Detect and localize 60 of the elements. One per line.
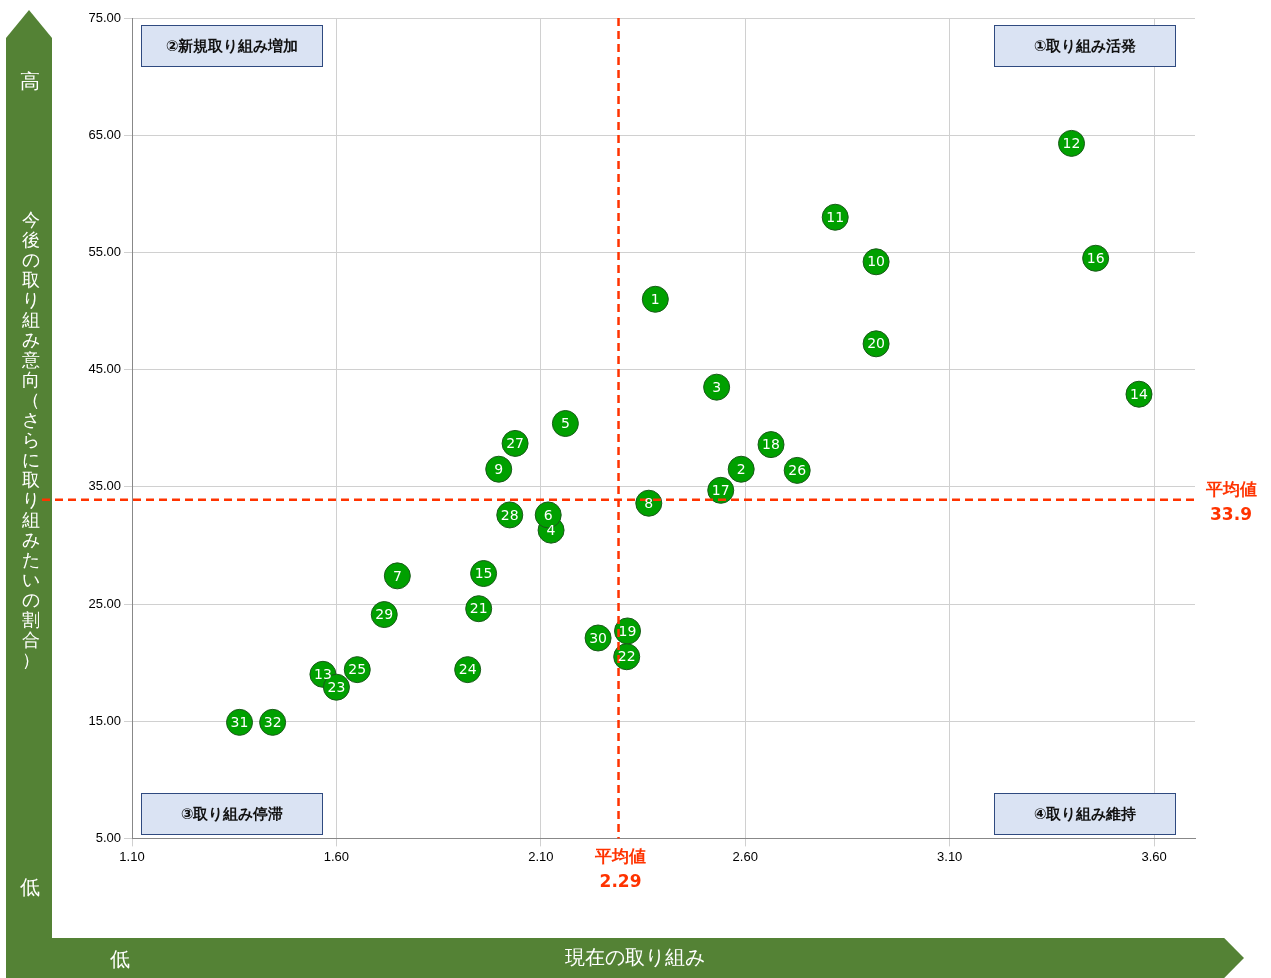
point [485, 455, 513, 483]
y-tick-label: 65.00 [88, 126, 121, 142]
point [383, 562, 411, 590]
annotation: 30 [589, 629, 607, 646]
quadrant-label-box: ①取り組み活発 [994, 25, 1176, 67]
annotation: 11 [826, 208, 845, 225]
y-tick-label: 55.00 [88, 243, 121, 259]
annotation: 26 [788, 462, 807, 479]
annotation: 25 [348, 661, 367, 678]
x-tick-label: 2.10 [528, 848, 554, 864]
annotation: 20 [867, 335, 886, 352]
text: 低 [20, 874, 40, 901]
annotation: 2 [736, 460, 746, 477]
annotation: 16 [1086, 249, 1105, 266]
annotation: 4 [546, 521, 556, 538]
y-tick-label: 75.00 [88, 9, 121, 25]
annotation: 19 [618, 622, 637, 639]
annotation: 14 [1130, 385, 1148, 402]
x-tick-label: 1.60 [323, 848, 350, 864]
annotation: 18 [762, 436, 780, 453]
ref-line-label: 平均値 2.29 [594, 846, 647, 892]
annotation: 17 [711, 481, 730, 498]
ref-line-label: 平均値 33.9 [1204, 478, 1257, 524]
point [551, 410, 579, 438]
annotation: 1 [650, 290, 660, 307]
annotation: 32 [263, 714, 282, 731]
x-tick-label: 1.10 [119, 848, 145, 864]
annotation: 15 [474, 565, 493, 582]
annotation: 8 [644, 494, 654, 511]
quadrant-label-box: ③取り組み停滞 [141, 793, 323, 836]
point [703, 373, 731, 401]
x-tick-label: 3.60 [1141, 848, 1167, 864]
quadrant-label-box: ④取り組み維持 [994, 793, 1176, 836]
annotation: 12 [1062, 135, 1081, 152]
annotation: 22 [617, 648, 636, 665]
annotation: 31 [230, 714, 249, 731]
x-tick-label: 3.10 [937, 848, 963, 864]
x-tick-label: 2.60 [732, 848, 758, 864]
y-tick-label: 5.00 [95, 829, 121, 845]
text: 低 [110, 946, 130, 973]
annotation: 6 [543, 506, 553, 523]
text: 今後の取り組み意向（さらに取り組みたいの割合） [22, 209, 40, 670]
y-tick-label: 15.00 [88, 712, 121, 728]
annotation: 29 [375, 606, 394, 623]
annotation: 3 [712, 378, 722, 395]
annotation: 9 [494, 460, 504, 477]
point [641, 285, 669, 313]
annotation: 24 [458, 661, 477, 678]
text: 高 [20, 68, 40, 95]
annotation: 10 [867, 253, 886, 270]
y-tick-label: 35.00 [88, 478, 121, 494]
annotation: 27 [506, 435, 524, 452]
x-axis-title: 現在の取り組み [564, 944, 706, 971]
annotation: 7 [392, 567, 402, 584]
annotation: 21 [469, 600, 488, 617]
annotation: 28 [500, 506, 519, 523]
y-tick-label: 25.00 [88, 595, 121, 611]
quadrant-label-box: ②新規取り組み増加 [141, 25, 323, 67]
y-tick-label: 45.00 [88, 361, 121, 377]
annotation: 5 [560, 415, 570, 432]
